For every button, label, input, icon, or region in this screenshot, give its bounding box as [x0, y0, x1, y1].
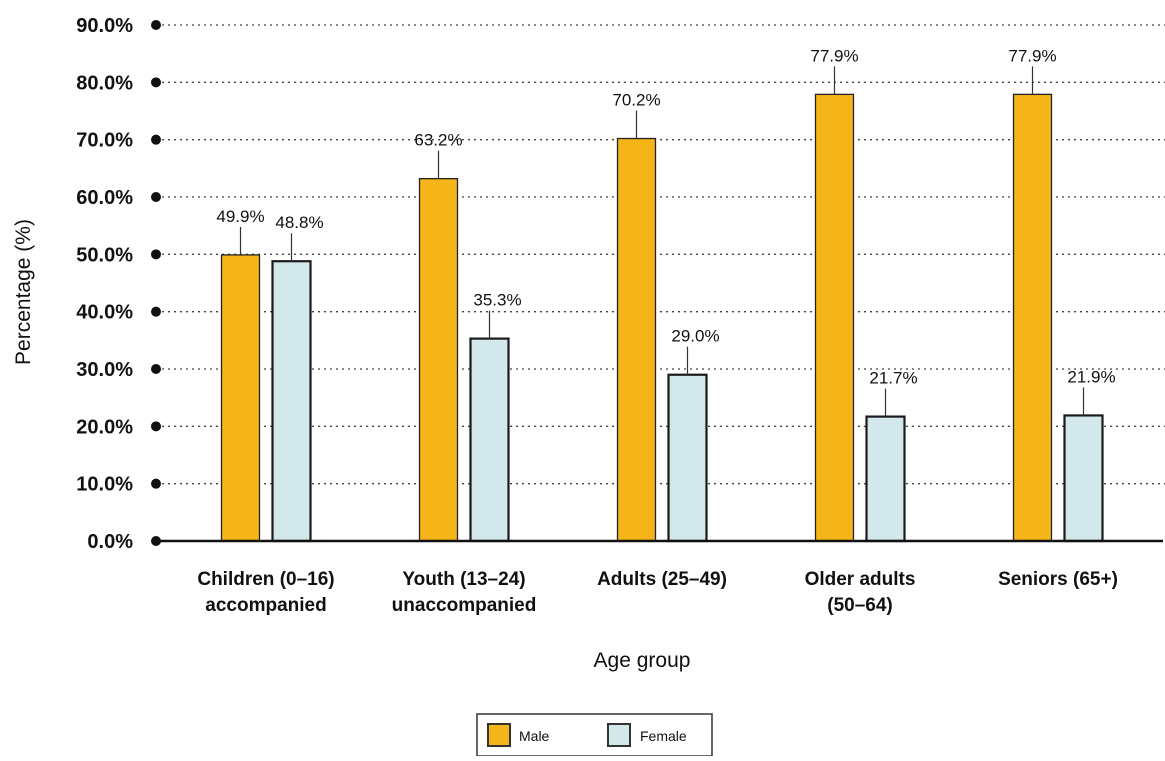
bar-female	[865, 415, 906, 543]
bar-male	[418, 178, 459, 542]
x-category-label: Older adults (50–64)	[805, 569, 916, 616]
bar-male	[814, 93, 855, 542]
y-tick-label: 40.0%	[76, 302, 133, 324]
bar-male	[220, 254, 261, 542]
data-label-male: 77.9%	[810, 46, 858, 65]
y-tick-label: 20.0%	[76, 416, 133, 438]
y-tick-label: 90.0%	[76, 15, 133, 37]
x-axis-categories: Children (0–16) accompanied Youth (13–24) u…	[197, 569, 1118, 616]
bar-female	[271, 260, 312, 543]
y-tick-dot	[151, 249, 161, 260]
y-tick-label: 0.0%	[87, 531, 133, 553]
y-tick-dot	[151, 421, 161, 432]
x-axis-title: Age group	[594, 649, 691, 672]
y-tick-dot	[151, 364, 161, 374]
legend-label-female: Female	[640, 728, 687, 744]
data-label-female: 21.7%	[869, 369, 917, 388]
data-label-female: 48.8%	[275, 213, 323, 232]
gridlines	[162, 24, 1165, 485]
y-axis-title: Percentage (%)	[12, 219, 35, 365]
x-category-label: Seniors (65+)	[998, 569, 1118, 590]
bar-female	[1063, 414, 1104, 543]
data-label-male: 63.2%	[414, 131, 462, 150]
y-tick-label: 80.0%	[76, 72, 133, 94]
data-label-female: 35.3%	[473, 291, 521, 310]
bar-female	[667, 373, 708, 543]
bars	[220, 93, 1104, 543]
legend-swatch-female	[607, 723, 631, 747]
data-label-male: 70.2%	[612, 91, 660, 110]
y-tick-dot	[151, 134, 161, 145]
bar-male	[616, 137, 657, 542]
legend-box	[476, 713, 713, 757]
y-tick-dot	[151, 20, 161, 30]
legend-label-male: Male	[519, 728, 550, 744]
y-tick-label: 50.0%	[76, 244, 133, 266]
data-label-male: 77.9%	[1008, 46, 1056, 65]
data-label-female: 21.9%	[1067, 367, 1115, 386]
data-label-female: 29.0%	[671, 327, 719, 346]
y-tick-dot	[151, 306, 161, 317]
y-tick-dot	[151, 478, 161, 489]
y-tick-dot	[151, 77, 161, 88]
bar-female	[469, 337, 510, 543]
bar-male	[1012, 93, 1053, 542]
y-tick-label: 60.0%	[76, 187, 133, 209]
y-tick-label: 10.0%	[76, 474, 133, 496]
x-category-label: Youth (13–24) unaccompanied	[392, 569, 537, 616]
legend-swatch-male	[487, 723, 511, 747]
x-category-label: Children (0–16) accompanied	[197, 569, 334, 616]
legend: Male Female	[476, 713, 713, 757]
x-category-label: Adults (25–49)	[597, 569, 727, 590]
y-tick-dot	[151, 192, 161, 202]
data-labels: 49.9% 48.8% 63.2% 35.3% 70.2% 29.0% 77.9% 21.7%…	[216, 46, 1116, 417]
y-tick-label: 70.0%	[76, 130, 133, 152]
data-label-male: 49.9%	[216, 207, 264, 226]
y-axis-ticks: 0.0% 10.0% 20.0% 30.0% 40.0% 50.0% 60.0% 70.0% 8…	[76, 15, 161, 553]
y-tick-label: 30.0%	[76, 359, 133, 381]
